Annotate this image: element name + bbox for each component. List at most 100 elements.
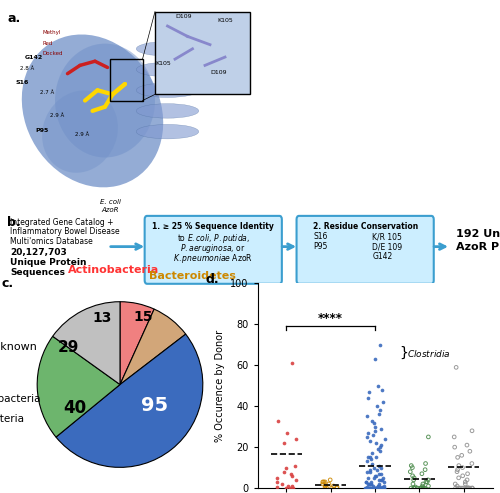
Bar [155,11,250,94]
Text: 2.9 Å: 2.9 Å [50,113,64,118]
Point [454,466,462,474]
Point [452,363,460,371]
Text: 2.7 Å: 2.7 Å [40,90,54,95]
Point [451,480,459,488]
Point [371,427,379,435]
Point [418,484,426,492]
Point [370,463,378,471]
Point [424,482,432,490]
Point [288,472,296,480]
Point [364,429,372,437]
Point [319,480,327,488]
Point [288,482,296,490]
Point [292,476,300,484]
Point [455,461,463,469]
Point [362,484,370,492]
Point [410,474,418,482]
Point [412,483,420,491]
Point [322,484,330,492]
Point [380,482,388,490]
Point [410,476,418,484]
Point [274,478,281,486]
Text: AzoR Proteins: AzoR Proteins [456,242,500,251]
Text: to $\it{E. coli}$, $\it{P. putida}$,: to $\it{E. coli}$, $\it{P. putida}$, [176,232,250,246]
Point [369,482,377,490]
Point [362,484,370,492]
Point [424,433,432,441]
Point [364,474,372,482]
Point [468,484,476,492]
Point [375,476,383,484]
Text: 29: 29 [58,340,80,355]
Point [367,480,375,488]
Point [420,484,428,492]
Point [420,484,428,492]
Point [408,472,416,480]
Point [292,435,300,443]
Point [419,484,427,492]
Point [328,484,336,492]
Point [419,480,427,488]
Point [280,468,288,476]
Text: Sequences: Sequences [10,268,65,277]
Point [454,484,462,492]
Point [466,484,474,492]
Point [373,466,381,474]
Text: D109: D109 [175,14,192,19]
Text: G142: G142 [25,55,44,60]
Point [319,478,327,486]
Point [366,484,374,492]
Point [288,484,296,492]
Point [465,484,473,492]
Point [376,406,384,414]
Point [325,480,333,488]
Point [464,484,471,492]
Point [370,431,378,439]
Point [376,470,384,478]
Point [366,454,374,461]
Point [368,449,376,457]
Point [374,484,382,492]
Point [363,484,371,492]
Point [372,439,380,447]
Point [365,388,373,396]
Point [330,482,338,490]
Point [408,461,416,469]
Point [376,341,384,349]
Point [422,459,430,467]
Point [364,484,372,492]
Text: Methyl: Methyl [42,30,61,35]
Point [290,461,298,469]
Point [272,474,280,482]
Text: S16: S16 [314,232,328,242]
Point [378,484,386,492]
Point [321,482,329,490]
Point [468,484,476,492]
Point [416,484,424,492]
Text: K105: K105 [155,61,171,67]
Point [462,480,469,488]
Point [367,456,375,463]
Point [468,427,476,435]
Text: K/R 105: K/R 105 [372,232,402,242]
Point [366,466,374,474]
Ellipse shape [136,41,199,56]
Wedge shape [52,302,120,385]
Point [363,483,371,491]
Text: $\it{Clostridia}$: $\it{Clostridia}$ [407,348,451,358]
Point [372,454,380,461]
Text: K105: K105 [218,18,233,23]
Point [364,394,372,402]
Point [409,480,417,488]
Wedge shape [56,334,203,467]
Point [368,478,376,486]
Point [453,468,461,476]
Point [379,474,387,482]
Point [370,474,378,482]
Point [450,433,458,441]
Point [321,478,329,486]
Point [333,484,341,492]
Point [376,480,384,488]
Point [373,402,381,410]
Point [367,480,375,488]
